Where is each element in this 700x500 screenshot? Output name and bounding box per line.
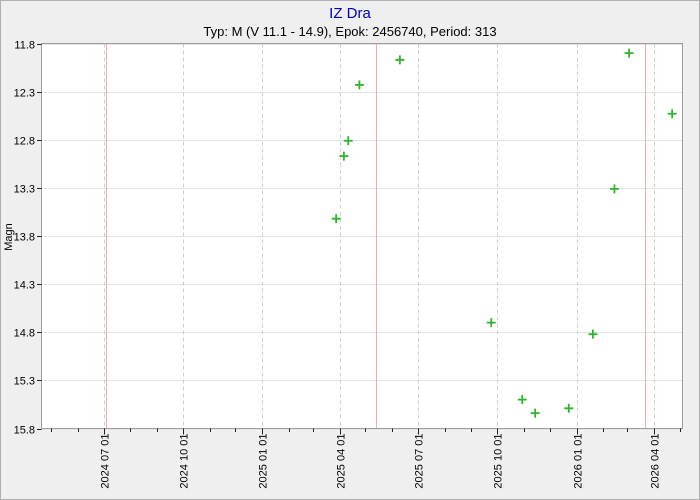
data-point <box>624 48 634 58</box>
y-tick-label: 14.3 <box>14 280 35 292</box>
x-tick-label: 2024 07 01 <box>100 434 112 489</box>
data-point <box>530 408 540 418</box>
x-tick-label: 2025 07 01 <box>414 434 426 489</box>
data-point <box>486 318 496 328</box>
data-point <box>667 109 677 119</box>
x-tick-label: 2025 10 01 <box>493 434 505 489</box>
data-point <box>354 80 364 90</box>
y-tick-label: 13.3 <box>14 184 35 196</box>
data-point <box>517 395 527 405</box>
y-tick-label: 12.8 <box>14 136 35 148</box>
data-point <box>609 184 619 194</box>
y-tick-label: 12.3 <box>14 88 35 100</box>
x-tick-label: 2024 10 01 <box>179 434 191 489</box>
y-tick-label: 11.8 <box>14 40 35 52</box>
y-tick-label: 15.8 <box>14 425 35 437</box>
data-point <box>343 136 353 146</box>
data-point <box>588 329 598 339</box>
data-point <box>339 151 349 161</box>
x-tick-label: 2025 04 01 <box>336 434 348 489</box>
chart-title: IZ Dra <box>329 5 371 22</box>
data-point <box>331 214 341 224</box>
data-point <box>564 403 574 413</box>
chart-subtitle: Typ: M (V 11.1 - 14.9), Epok: 2456740, P… <box>203 24 497 39</box>
data-point <box>395 55 405 65</box>
y-tick-label: 14.8 <box>14 328 35 340</box>
x-tick-label: 2026 04 01 <box>650 434 662 489</box>
x-tick-label: 2026 01 01 <box>573 434 585 489</box>
y-tick-label: 13.8 <box>14 232 35 244</box>
y-tick-label: 15.3 <box>14 376 35 388</box>
x-tick-label: 2025 01 01 <box>258 434 270 489</box>
